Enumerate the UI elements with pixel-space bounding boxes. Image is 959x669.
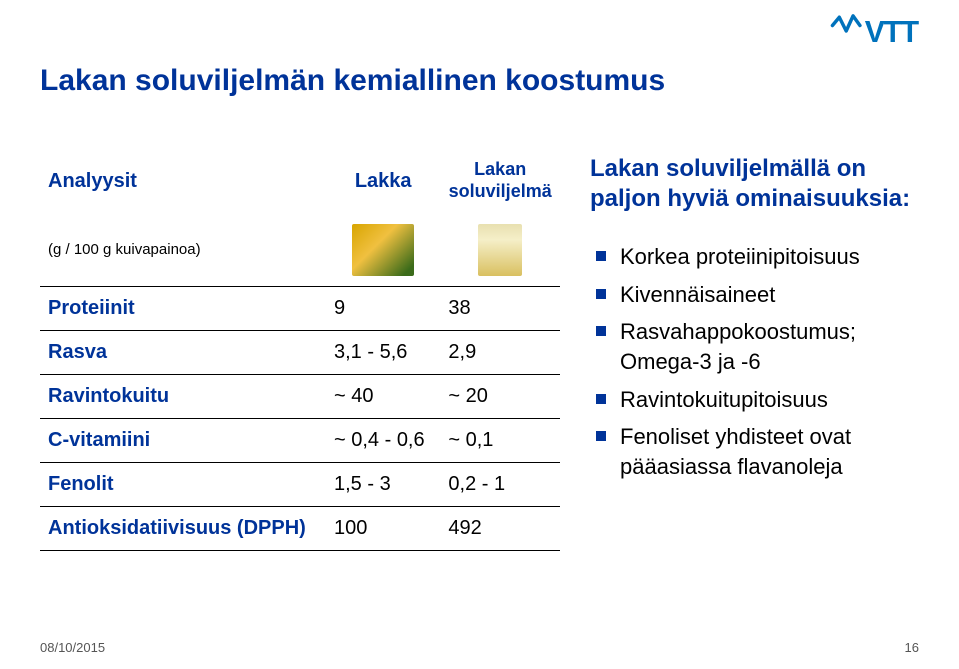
col-header-solu-l1: Lakan xyxy=(448,160,552,182)
row-val1: 1,5 - 3 xyxy=(326,462,440,506)
row-val1: ~ 40 xyxy=(326,374,440,418)
composition-table: Analyysit Lakka Lakan soluviljelmä (g / … xyxy=(40,150,560,551)
list-item: Fenoliset yhdisteet ovat pääasiassa flav… xyxy=(596,422,929,481)
footer-page: 16 xyxy=(905,640,919,655)
row-val1: 9 xyxy=(326,286,440,330)
row-val1: 100 xyxy=(326,506,440,550)
col-header-lakka: Lakka xyxy=(334,170,432,194)
footer-date: 08/10/2015 xyxy=(40,640,105,655)
row-val2: 2,9 xyxy=(440,330,560,374)
svg-text:VTT: VTT xyxy=(865,16,920,49)
col-header-analyysit: Analyysit xyxy=(48,170,318,194)
row-val2: ~ 0,1 xyxy=(440,418,560,462)
properties-heading: Lakan soluviljelmällä on paljon hyviä om… xyxy=(590,154,929,214)
row-val2: 38 xyxy=(440,286,560,330)
row-val1: ~ 0,4 - 0,6 xyxy=(326,418,440,462)
row-val2: 0,2 - 1 xyxy=(440,462,560,506)
row-label: Fenolit xyxy=(40,462,326,506)
list-item: Kivennäisaineet xyxy=(596,280,929,310)
row-label: Proteiinit xyxy=(40,286,326,330)
list-item: Korkea proteiinipitoisuus xyxy=(596,242,929,272)
soluviljelma-thumbnail xyxy=(478,224,522,276)
row-val2: ~ 20 xyxy=(440,374,560,418)
table-row: Fenolit 1,5 - 3 0,2 - 1 xyxy=(40,462,560,506)
table-row: Rasva 3,1 - 5,6 2,9 xyxy=(40,330,560,374)
table-row: C-vitamiini ~ 0,4 - 0,6 ~ 0,1 xyxy=(40,418,560,462)
row-val2: 492 xyxy=(440,506,560,550)
slide-title: Lakan soluviljelmän kemiallinen koostumu… xyxy=(40,64,665,98)
content-area: Analyysit Lakka Lakan soluviljelmä (g / … xyxy=(40,150,929,551)
col-header-solu-l2: soluviljelmä xyxy=(448,182,552,204)
row-label: Ravintokuitu xyxy=(40,374,326,418)
list-item: Ravintokuitupitoisuus xyxy=(596,385,929,415)
table-row: Proteiinit 9 38 xyxy=(40,286,560,330)
table-row: Antioksidatiivisuus (DPPH) 100 492 xyxy=(40,506,560,550)
vtt-logo: VTT xyxy=(829,10,939,52)
row-val1: 3,1 - 5,6 xyxy=(326,330,440,374)
row-label: Rasva xyxy=(40,330,326,374)
table-row: Ravintokuitu ~ 40 ~ 20 xyxy=(40,374,560,418)
row-label: Antioksidatiivisuus (DPPH) xyxy=(40,506,326,550)
row-label: C-vitamiini xyxy=(40,418,326,462)
slide-footer: 08/10/2015 16 xyxy=(40,640,919,655)
lakka-thumbnail xyxy=(352,224,414,276)
col-subheader: (g / 100 g kuivapainoa) xyxy=(48,241,318,258)
list-item: Rasvahappokoostumus; Omega-3 ja -6 xyxy=(596,317,929,376)
properties-panel: Lakan soluviljelmällä on paljon hyviä om… xyxy=(560,150,929,551)
properties-list: Korkea proteiinipitoisuus Kivennäisainee… xyxy=(590,242,929,482)
